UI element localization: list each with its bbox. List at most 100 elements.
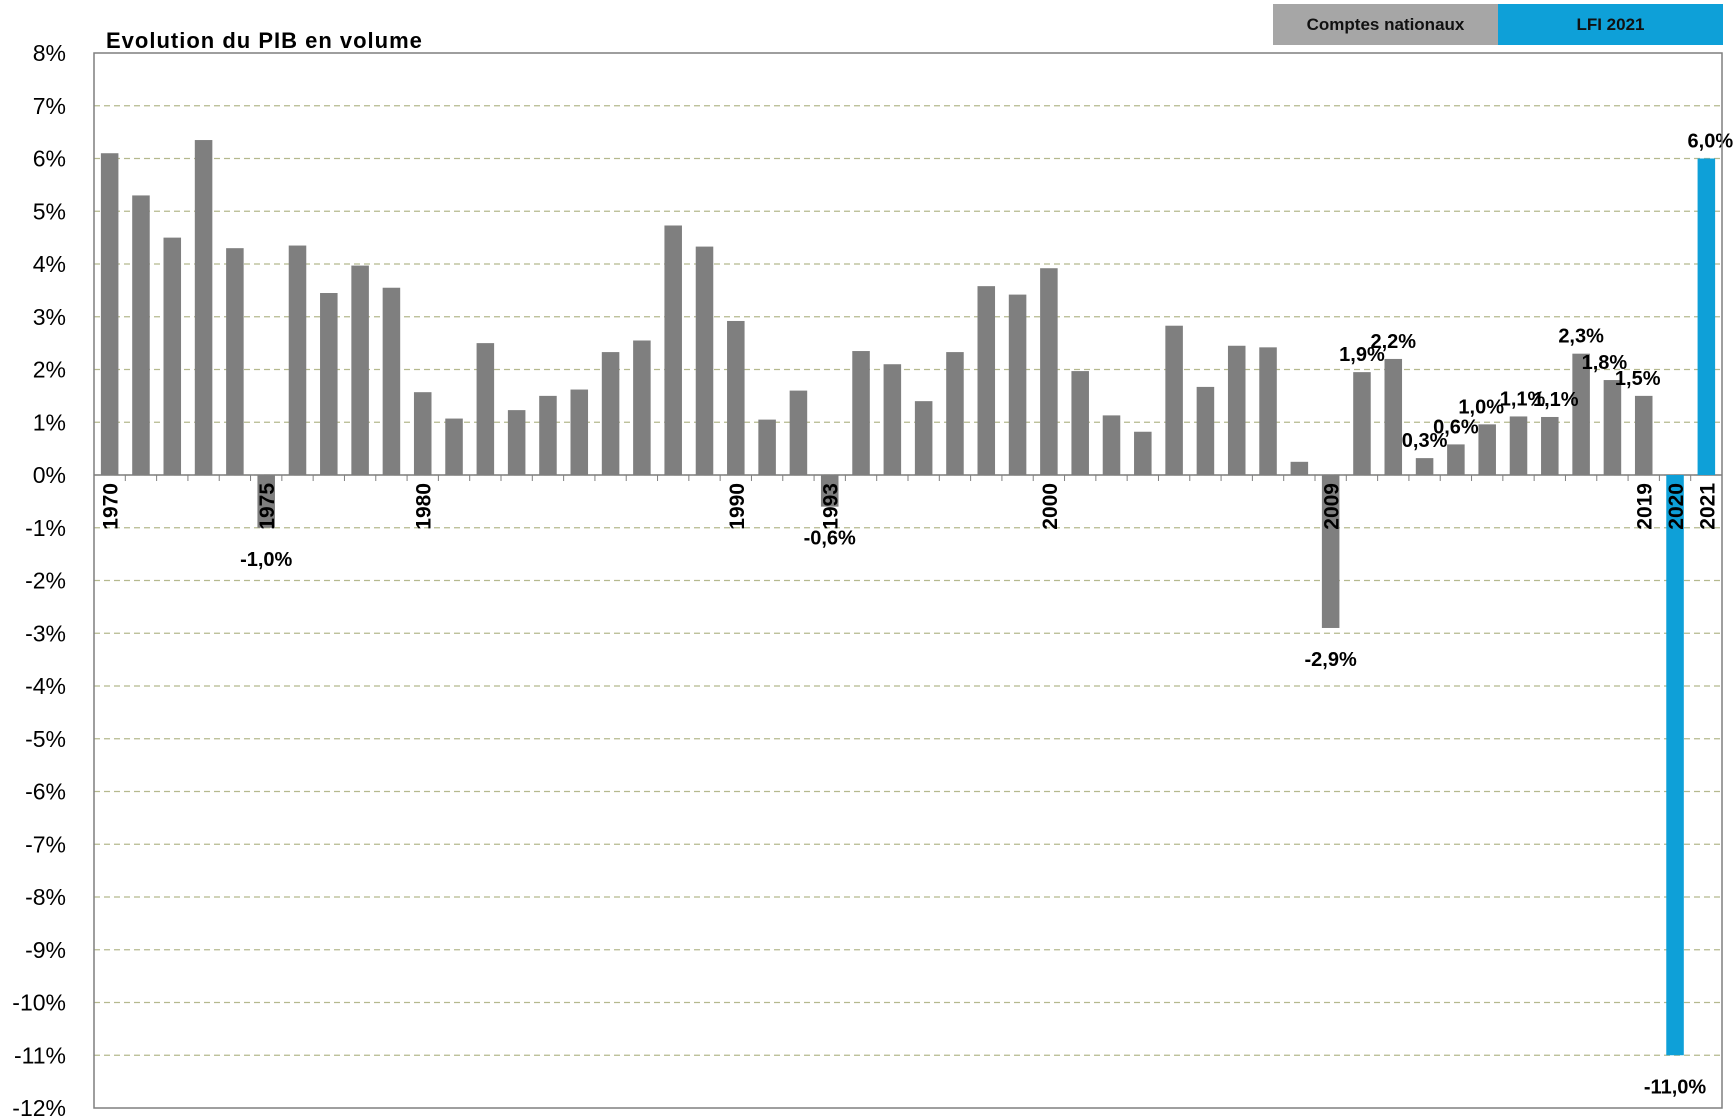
x-label-2020: 2020 — [1665, 483, 1688, 530]
bar-2003 — [1134, 431, 1152, 475]
bar-1993 — [820, 475, 839, 507]
bar-1971 — [132, 195, 150, 476]
y-tick-label: 4% — [33, 251, 66, 277]
bar-2021 — [1697, 158, 1716, 475]
x-label-2000: 2000 — [1039, 483, 1062, 530]
bar-1998 — [977, 286, 996, 475]
data-label-2016: 1,1% — [1533, 389, 1579, 411]
bar-1970 — [100, 153, 119, 475]
y-axis-ticks: 8% 7% 6% 5% 4% 3% 2% 1% 0% -1% -2% -3% -4% -5% -6% -7% -… — [12, 40, 66, 1118]
bar-1992 — [789, 390, 808, 475]
data-label-2009: -2,9% — [1305, 649, 1357, 671]
bar-1988 — [664, 225, 682, 475]
bar-1982 — [476, 343, 495, 475]
bar-1979 — [382, 287, 401, 475]
bar-2000 — [1040, 268, 1058, 475]
y-tick-label: -6% — [25, 779, 66, 805]
bar-1997 — [946, 352, 964, 475]
y-tick-label: -10% — [12, 990, 66, 1016]
data-label-1975: -1,0% — [240, 549, 292, 571]
legend-item-comptes-nationaux: Comptes nationaux — [1273, 4, 1498, 45]
data-label-2013: 0,6% — [1433, 416, 1479, 438]
bar-1972 — [163, 237, 182, 475]
legend-item-lfi-2021: LFI 2021 — [1498, 4, 1723, 45]
bar-2005 — [1196, 386, 1215, 475]
bar-2008 — [1290, 461, 1309, 475]
data-label-2021: 6,0% — [1688, 131, 1734, 153]
y-tick-label: 2% — [33, 357, 66, 383]
data-label-layer: -1,0%-0,6%-2,9%1,9%2,2%0,3%0,6%1,0%1,1%1… — [240, 131, 1733, 1099]
bar-2017 — [1572, 353, 1590, 475]
bar-1986 — [601, 352, 620, 475]
x-axis-labels: 1970 1975 1980 1990 1993 2000 2009 2019 2020 2021 — [100, 483, 1720, 530]
y-tick-label: -1% — [25, 515, 66, 541]
bar-2014 — [1478, 424, 1496, 475]
x-label-1975: 1975 — [256, 483, 279, 530]
data-label-2019: 1,5% — [1615, 368, 1661, 390]
bar-2015 — [1509, 416, 1528, 475]
bar-2012 — [1415, 458, 1434, 475]
data-label-2010: 1,9% — [1339, 344, 1385, 366]
y-tick-label: -4% — [25, 673, 66, 699]
bar-2011 — [1384, 358, 1403, 475]
data-label-2015: 1,1% — [1500, 388, 1546, 410]
y-tick-label: 8% — [33, 40, 66, 66]
data-label-2017: 2,3% — [1558, 326, 1604, 348]
y-tick-label: -9% — [25, 937, 66, 963]
y-tick-label: -12% — [12, 1095, 66, 1118]
data-label-2012: 0,3% — [1402, 430, 1448, 452]
y-tick-label: 6% — [33, 146, 66, 172]
data-label-2011: 2,2% — [1370, 331, 1416, 353]
y-tick-label: -11% — [14, 1042, 66, 1068]
bar-1995 — [883, 364, 902, 475]
bar-1973 — [194, 140, 213, 475]
bar-2013 — [1447, 444, 1465, 475]
bar-2010 — [1353, 372, 1371, 475]
bar-layer — [93, 140, 1716, 1056]
bar-1990 — [727, 320, 745, 475]
y-tick-label: -3% — [25, 620, 66, 646]
bar-2009 — [1321, 475, 1340, 628]
bar-1996 — [914, 401, 933, 475]
bar-1984 — [539, 395, 557, 475]
y-tick-label: 1% — [33, 409, 66, 435]
x-label-2019: 2019 — [1634, 483, 1657, 530]
data-label-1993: -0,6% — [804, 528, 856, 550]
bar-2019 — [1634, 395, 1653, 475]
y-tick-label: -5% — [25, 726, 66, 752]
data-label-2014: 1,0% — [1458, 396, 1504, 418]
bar-1974 — [226, 248, 244, 475]
bar-1983 — [507, 410, 526, 475]
legend-label-comptes-nationaux: Comptes nationaux — [1306, 14, 1465, 34]
grid-layer — [94, 105, 1722, 1056]
x-label-1980: 1980 — [413, 483, 436, 530]
bar-2007 — [1259, 347, 1277, 475]
bar-2018 — [1603, 380, 1622, 475]
y-tick-label: -8% — [25, 884, 66, 910]
bar-1994 — [852, 351, 870, 475]
x-label-2021: 2021 — [1696, 483, 1719, 530]
bar-1991 — [758, 419, 776, 475]
chart-title: Evolution du PIB en volume — [106, 28, 423, 53]
data-label-2018: 1,8% — [1582, 352, 1628, 374]
x-label-1970: 1970 — [100, 483, 123, 530]
bar-1987 — [633, 340, 651, 475]
bar-1999 — [1008, 294, 1027, 475]
x-label-1993: 1993 — [820, 483, 843, 530]
bar-1976 — [288, 245, 307, 475]
legend-label-lfi-2021: LFI 2021 — [1576, 14, 1645, 34]
bar-1985 — [570, 389, 589, 475]
bar-2002 — [1102, 415, 1121, 475]
y-tick-label: 7% — [33, 93, 66, 119]
bar-1975 — [257, 475, 275, 528]
plot-frame — [93, 52, 1723, 1109]
bar-2004 — [1165, 325, 1183, 475]
y-tick-label: -7% — [25, 831, 66, 857]
bar-1980 — [413, 392, 432, 475]
bar-2016 — [1541, 416, 1559, 475]
bar-1981 — [445, 418, 463, 475]
bar-2020 — [1666, 475, 1684, 1056]
y-tick-label: -2% — [25, 568, 66, 594]
y-tick-label: 0% — [33, 462, 66, 488]
